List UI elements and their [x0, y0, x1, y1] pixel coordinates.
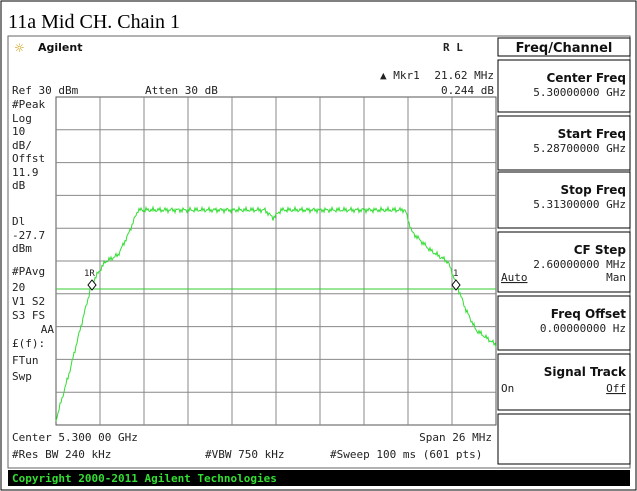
atten: Atten 30 dB	[145, 84, 218, 97]
side-label: 10	[12, 125, 25, 138]
brand: Agilent	[38, 41, 82, 54]
softkey-option: On	[501, 382, 514, 395]
side-label: dB/	[12, 139, 32, 152]
softkey-value: 5.31300000 GHz	[533, 198, 626, 211]
span: Span 26 MHz	[419, 431, 492, 444]
side-label: £(f):	[12, 337, 45, 350]
softkey-label: Freq Offset	[551, 307, 626, 321]
softkey-value: 5.30000000 GHz	[533, 86, 626, 99]
marker-diamond	[451, 279, 461, 291]
softkey[interactable]	[497, 353, 631, 411]
softkey-label: Start Freq	[558, 127, 626, 141]
softkey-value: 0.00000000 Hz	[540, 322, 626, 335]
marker-label: ▲ Mkr1	[380, 69, 420, 82]
side-label: Log	[12, 112, 32, 125]
marker-1: 1	[453, 269, 458, 279]
mode: R L	[443, 41, 463, 54]
side-label: dBm	[12, 242, 32, 255]
side-label: FTun	[12, 354, 39, 367]
side-label: Offst	[12, 152, 45, 165]
side-label: S3 FS	[12, 309, 45, 322]
marker-freq: 21.62 MHz	[434, 69, 494, 82]
softkey-value: 5.28700000 GHz	[533, 142, 626, 155]
marker-diamond	[87, 279, 97, 291]
vbw: #VBW 750 kHz	[205, 448, 284, 461]
side-label: 20	[12, 281, 25, 294]
side-label: Dl	[12, 215, 25, 228]
softkey-option: Man	[606, 271, 626, 284]
center: Center 5.300 00 GHz	[12, 431, 138, 444]
side-label: Swp	[12, 370, 32, 383]
side-label: V1 S2	[12, 295, 45, 308]
copyright: Copyright 2000-2011 Agilent Technologies	[12, 472, 277, 485]
ref: Ref 30 dBm	[12, 84, 79, 97]
softkey[interactable]	[497, 231, 631, 293]
softkey[interactable]	[497, 115, 631, 171]
side-label: dB	[12, 179, 26, 192]
graticule	[55, 96, 497, 426]
softkey[interactable]	[497, 413, 631, 465]
softkey-option: Off	[606, 382, 626, 395]
softkey-value: 2.60000000 MHz	[533, 258, 626, 271]
logo-icon: ☼	[14, 41, 25, 55]
softkey-label: Center Freq	[546, 71, 626, 85]
softkey[interactable]	[497, 171, 631, 229]
marker-1r: 1R	[84, 269, 95, 279]
marker-value: 0.244 dB	[441, 84, 494, 97]
trace	[55, 205, 497, 422]
sweep: #Sweep 100 ms (601 pts)	[330, 448, 482, 461]
side-label: #PAvg	[12, 265, 45, 278]
side-label: AA	[41, 323, 55, 336]
side-label: #Peak	[12, 98, 45, 111]
softkey-label: CF Step	[574, 243, 627, 257]
side-label: 11.9	[12, 166, 39, 179]
softkey[interactable]	[497, 295, 631, 351]
footer-bar	[8, 470, 630, 486]
softkey-label: Signal Track	[544, 365, 627, 379]
menu-title: Freq/Channel	[516, 41, 613, 56]
side-label: -27.7	[12, 229, 45, 242]
rbw: #Res BW 240 kHz	[12, 448, 111, 461]
softkey-option: Auto	[501, 271, 528, 284]
menu-box	[497, 37, 631, 57]
softkey-label: Stop Freq	[561, 183, 626, 197]
softkey[interactable]	[497, 59, 631, 113]
title: 11a Mid CH. Chain 1	[8, 11, 180, 33]
